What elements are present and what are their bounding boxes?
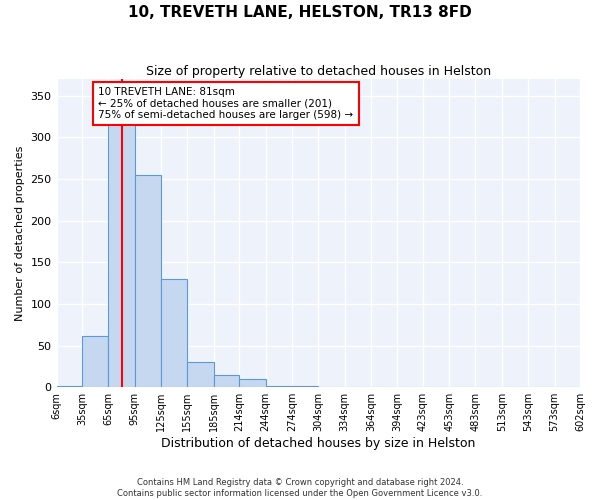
Title: Size of property relative to detached houses in Helston: Size of property relative to detached ho… (146, 65, 491, 78)
Bar (266, 386, 292, 387)
Bar (135, 175, 161, 387)
Bar (109, 114, 135, 387)
Bar (161, 279, 187, 387)
Text: 10 TREVETH LANE: 81sqm
← 25% of detached houses are smaller (201)
75% of semi-de: 10 TREVETH LANE: 81sqm ← 25% of detached… (98, 87, 353, 120)
Y-axis label: Number of detached properties: Number of detached properties (15, 146, 25, 321)
X-axis label: Distribution of detached houses by size in Helston: Distribution of detached houses by size … (161, 437, 475, 450)
Text: 10, TREVETH LANE, HELSTON, TR13 8FD: 10, TREVETH LANE, HELSTON, TR13 8FD (128, 5, 472, 20)
Text: Contains HM Land Registry data © Crown copyright and database right 2024.
Contai: Contains HM Land Registry data © Crown c… (118, 478, 482, 498)
Bar (187, 362, 214, 387)
Bar (214, 374, 239, 387)
Bar (56, 386, 82, 387)
Bar (292, 386, 318, 387)
Bar (82, 336, 109, 387)
Bar (239, 379, 266, 387)
